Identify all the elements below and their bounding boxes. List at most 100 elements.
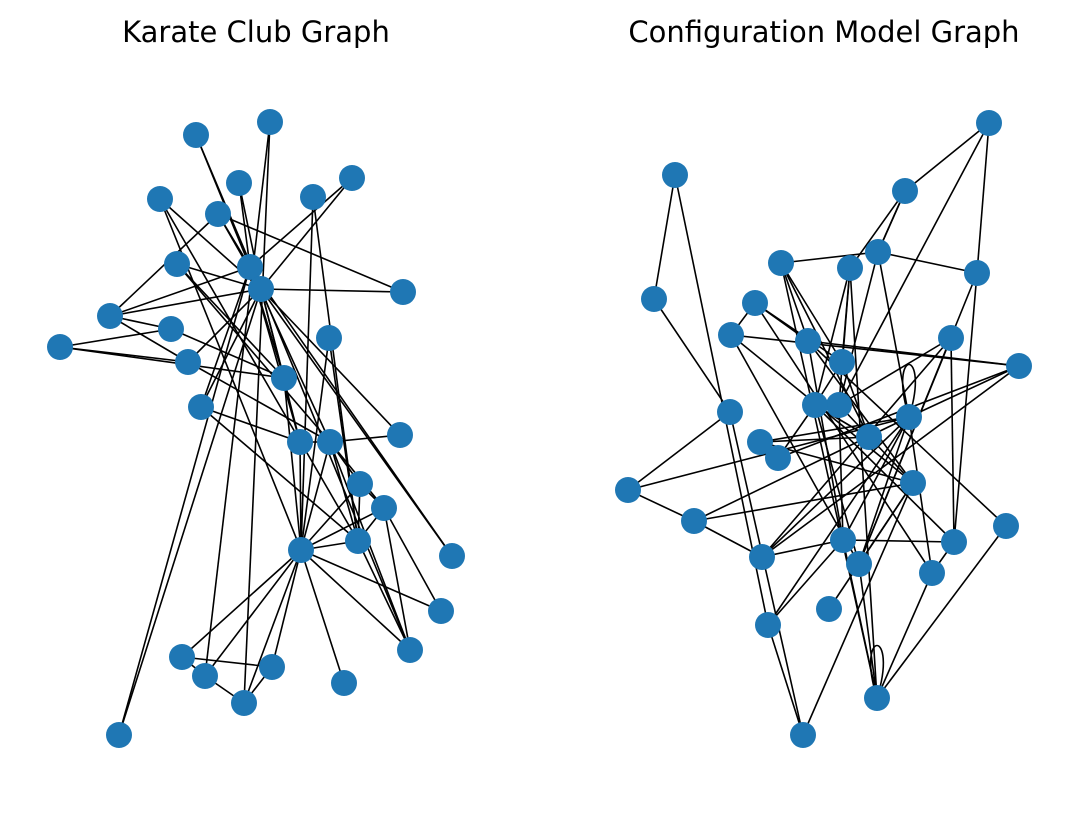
graph-node (681, 508, 707, 534)
edge (842, 539, 955, 543)
graph-node (749, 544, 775, 570)
graph-node (802, 392, 828, 418)
graph-node (164, 251, 190, 277)
edge (838, 404, 844, 541)
edge (780, 262, 809, 342)
graph-node (271, 365, 297, 391)
edge (109, 213, 219, 317)
edge (109, 288, 262, 317)
edge (243, 121, 271, 704)
karate-nodes (47, 109, 465, 748)
edge (109, 315, 189, 363)
edge (858, 337, 952, 565)
edge (249, 177, 353, 268)
edge (59, 346, 285, 379)
graph-node (747, 429, 773, 455)
self-loop-edge (901, 363, 917, 418)
edge (814, 404, 955, 543)
edge (243, 549, 302, 704)
edge (300, 441, 331, 551)
graph-node (287, 429, 313, 455)
edge (200, 406, 359, 542)
karate-club-graph (47, 109, 465, 748)
edge (200, 266, 251, 408)
graph-node (718, 322, 744, 348)
graph-node (900, 470, 926, 496)
edge (383, 507, 411, 651)
edge (181, 656, 273, 668)
edge (118, 266, 251, 736)
edge (283, 377, 302, 551)
edge (204, 549, 302, 677)
graph-node (717, 399, 743, 425)
edge (729, 411, 804, 736)
edge (300, 196, 314, 551)
graph-node (765, 445, 791, 471)
graph-node (964, 260, 990, 286)
edge (858, 563, 878, 699)
graph-node (795, 328, 821, 354)
graph-node (826, 392, 852, 418)
edge (838, 122, 990, 406)
graph-node (169, 644, 195, 670)
graph-node (158, 316, 184, 342)
edge (260, 288, 285, 379)
graph-node (339, 165, 365, 191)
graph-node (1006, 353, 1032, 379)
graph-node (790, 722, 816, 748)
edge (877, 251, 978, 274)
graph-node (231, 690, 257, 716)
edge (357, 540, 411, 651)
edge (260, 177, 353, 290)
edge (761, 365, 1020, 558)
graph-node (257, 109, 283, 135)
graph-node (742, 290, 768, 316)
graph-node (615, 477, 641, 503)
graph-node (288, 537, 314, 563)
graph-node (347, 471, 373, 497)
edge (271, 549, 302, 668)
graph-node (331, 670, 357, 696)
edge (300, 549, 411, 651)
edge (204, 121, 271, 677)
graph-node (175, 349, 201, 375)
graph-node (205, 201, 231, 227)
edge (200, 406, 301, 443)
edge (181, 549, 302, 658)
graph-node (837, 255, 863, 281)
graph-node (892, 178, 918, 204)
edge (759, 416, 910, 443)
edge (842, 416, 910, 541)
edge (260, 288, 401, 436)
edge (653, 174, 676, 300)
graph-node (439, 543, 465, 569)
graph-node (896, 404, 922, 430)
edge (176, 263, 262, 290)
edge (300, 549, 345, 684)
edge (176, 263, 331, 443)
karate-panel-title: Karate Club Graph (122, 15, 390, 49)
graph-node (317, 429, 343, 455)
graph-node (183, 122, 209, 148)
graph-node (390, 279, 416, 305)
edge (653, 298, 731, 413)
edge (767, 416, 910, 626)
self-loop-edge (869, 644, 885, 699)
graph-node (919, 560, 945, 586)
graph-node (865, 239, 891, 265)
graph-node (237, 254, 263, 280)
graph-node (192, 663, 218, 689)
graph-node (864, 685, 890, 711)
edge (953, 272, 978, 543)
edge (780, 262, 843, 363)
edge (876, 572, 933, 699)
edge (730, 334, 1020, 367)
graph-node (397, 637, 423, 663)
graph-node (768, 250, 794, 276)
graph-node (428, 598, 454, 624)
graph-node (147, 186, 173, 212)
graph-node (816, 596, 842, 622)
edge (904, 122, 990, 192)
graph-node (829, 349, 855, 375)
